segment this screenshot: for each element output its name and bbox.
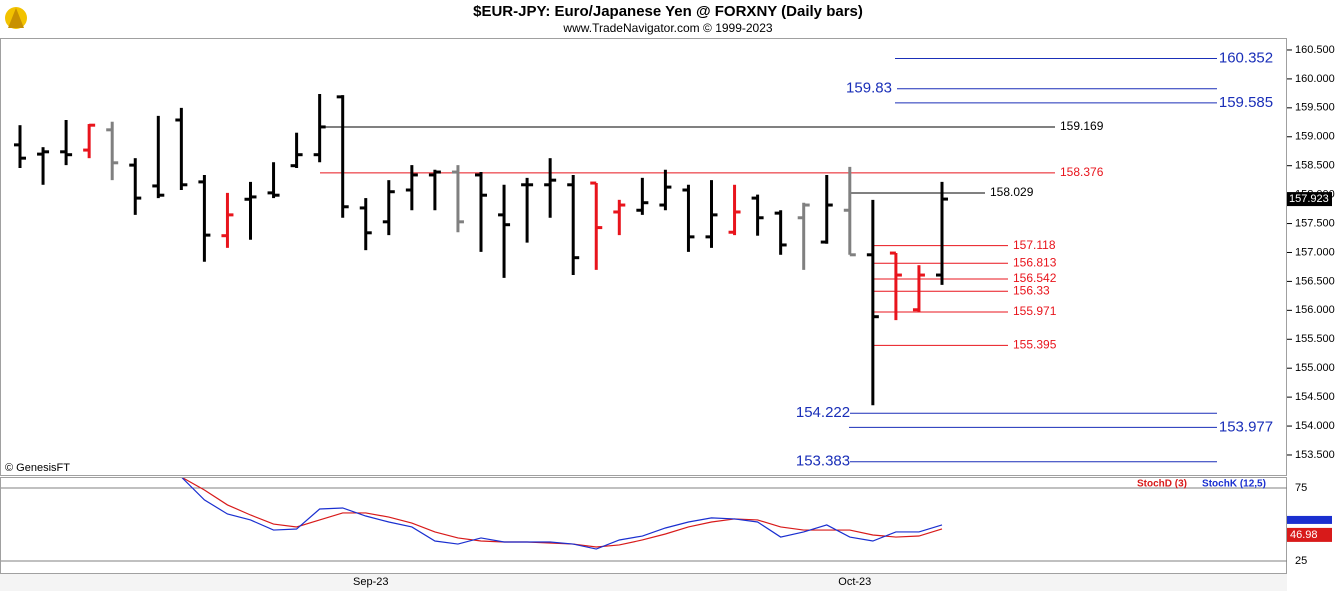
annotation: © GenesisFT [5,462,70,474]
level-label: 155.971 [1013,304,1057,318]
last-price-box [1287,192,1332,207]
chart-subtitle: www.TradeNavigator.com © 1999-2023 [562,21,772,35]
level-label: 160.352 [1219,50,1273,67]
level-label: 159.585 [1219,94,1273,111]
y-tick-label: 154.500 [1295,391,1335,403]
stoch-line [181,478,943,550]
chart-title: $EUR-JPY: Euro/Japanese Yen @ FORXNY (Da… [473,3,863,20]
y-tick-label: 25 [1295,555,1307,567]
y-tick-label: 155.000 [1295,362,1335,374]
y-tick-label: 160.500 [1295,44,1335,56]
level-label: 153.977 [1219,418,1273,435]
x-axis-strip [0,574,1287,591]
level-label: 156.542 [1013,271,1057,285]
y-tick-label: 159.000 [1295,131,1335,143]
logo [5,7,27,29]
level-label: 154.222 [796,404,850,421]
last-k-box [1287,515,1332,524]
last-d-label: 46.98 [1290,529,1318,541]
y-tick-label: 157.000 [1295,246,1335,258]
x-tick-label: Sep-23 [353,576,388,588]
level-label: 157.118 [1013,238,1056,252]
stoch-lines [181,478,943,550]
last-price-label: 157.923 [1289,193,1329,205]
level-label: 156.33 [1013,283,1050,297]
price-panel [0,38,1287,476]
y-tick-label: 159.500 [1295,102,1335,114]
legend-entry: StochK (12,5) [1202,479,1266,490]
stoch-panel [0,477,1287,574]
level-label: 156.813 [1013,255,1057,269]
y-tick-label: 160.000 [1295,73,1335,85]
level-label: 159.169 [1060,119,1104,133]
y-tick-label: 156.000 [1295,304,1335,316]
y-tick-label: 158.500 [1295,160,1335,172]
y-tick-label: 154.000 [1295,420,1335,432]
level-label: 153.383 [796,453,850,470]
x-tick-label: Oct-23 [838,576,871,588]
y-tick-label: 155.500 [1295,333,1335,345]
y-tick-label: 157.500 [1295,217,1335,229]
level-label: 158.376 [1060,165,1104,179]
last-d-box [1287,527,1332,542]
y-tick-label: 153.500 [1295,449,1335,461]
level-label: 155.395 [1013,338,1057,352]
level-label: 158.029 [990,185,1034,199]
level-label: 159.83 [846,80,892,97]
legend-entry: StochD (3) [1137,479,1187,490]
y-tick-label: 156.500 [1295,275,1335,287]
y-tick-label: 75 [1295,482,1307,494]
